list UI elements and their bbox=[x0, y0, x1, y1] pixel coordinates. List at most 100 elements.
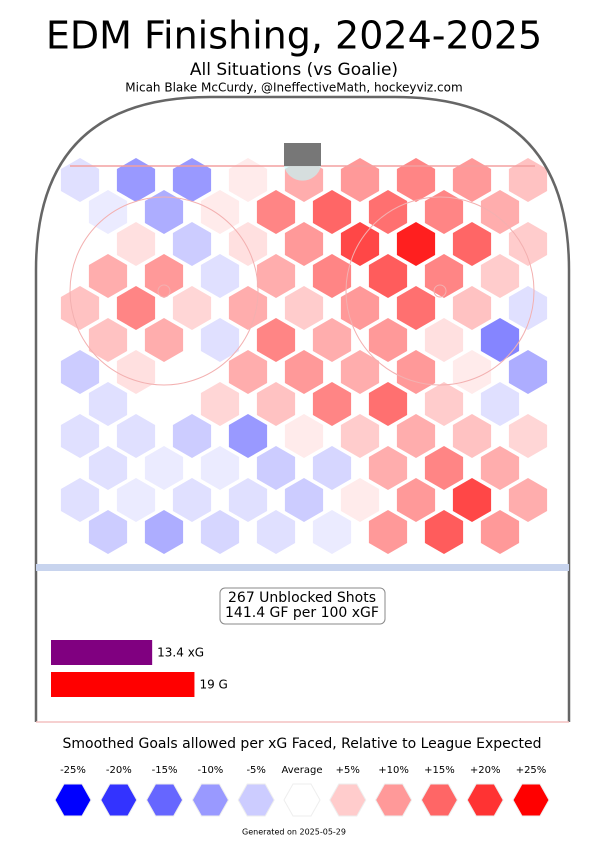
hex-cell bbox=[368, 254, 408, 298]
hex-cell bbox=[396, 414, 436, 458]
hex-cell bbox=[116, 478, 156, 522]
chart-subtitle: All Situations (vs Goalie) bbox=[190, 60, 398, 80]
legend-swatch bbox=[146, 783, 184, 817]
hex-cell bbox=[172, 158, 212, 202]
hex-cell bbox=[88, 446, 128, 490]
hex-cell bbox=[144, 382, 184, 426]
hex-cell bbox=[508, 350, 548, 394]
bar bbox=[51, 640, 153, 665]
hex-cell bbox=[396, 350, 436, 394]
hex-cell bbox=[284, 286, 324, 330]
chart-title: EDM Finishing, 2024-2025 bbox=[46, 14, 542, 58]
hex-cell bbox=[116, 158, 156, 202]
hex-cell bbox=[452, 414, 492, 458]
legend-swatch bbox=[237, 783, 275, 817]
legend-label: Average bbox=[281, 765, 322, 776]
hex-cell bbox=[60, 350, 100, 394]
hex-cell bbox=[508, 414, 548, 458]
hex-cell bbox=[452, 350, 492, 394]
legend-swatch bbox=[54, 783, 92, 817]
hex-cell bbox=[480, 446, 520, 490]
hex-cell bbox=[340, 478, 380, 522]
hex-cell bbox=[172, 350, 212, 394]
hex-cell bbox=[228, 350, 268, 394]
hex-cell bbox=[228, 414, 268, 458]
hex-cell bbox=[424, 254, 464, 298]
hex-cell bbox=[144, 446, 184, 490]
hex-cell bbox=[284, 350, 324, 394]
hex-cell bbox=[228, 286, 268, 330]
hex-cell bbox=[340, 222, 380, 266]
hex-cell bbox=[88, 318, 128, 362]
hex-cell bbox=[424, 318, 464, 362]
net bbox=[284, 143, 321, 166]
hex-cell bbox=[60, 286, 100, 330]
hex-cell bbox=[480, 510, 520, 554]
hex-cell bbox=[480, 382, 520, 426]
bar bbox=[51, 672, 195, 697]
legend-swatch bbox=[329, 783, 367, 817]
legend-label: +20% bbox=[470, 765, 501, 776]
hex-cell bbox=[116, 414, 156, 458]
credit: Micah Blake McCurdy, @IneffectiveMath, h… bbox=[125, 81, 462, 95]
hex-cell bbox=[284, 414, 324, 458]
hex-cell bbox=[340, 158, 380, 202]
legend-label: +5% bbox=[336, 765, 360, 776]
legend-label: -5% bbox=[246, 765, 265, 776]
shots-label: 267 Unblocked Shots bbox=[228, 590, 376, 606]
hex-cell bbox=[452, 286, 492, 330]
summary-box bbox=[219, 587, 386, 625]
hex-cell bbox=[144, 510, 184, 554]
hex-cell bbox=[116, 222, 156, 266]
hex-cell bbox=[340, 414, 380, 458]
hex-cell bbox=[88, 382, 128, 426]
hex-cell bbox=[424, 382, 464, 426]
legend-title: Smoothed Goals allowed per xG Faced, Rel… bbox=[63, 736, 542, 752]
hex-cell bbox=[312, 382, 352, 426]
hex-cell bbox=[60, 414, 100, 458]
hex-cell bbox=[256, 510, 296, 554]
hex-layer bbox=[60, 158, 548, 554]
legend-swatch bbox=[283, 783, 321, 817]
hex-cell bbox=[256, 318, 296, 362]
hex-cell bbox=[172, 286, 212, 330]
hex-cell bbox=[508, 158, 548, 202]
faceoff-dot bbox=[157, 284, 171, 298]
hex-cell bbox=[144, 190, 184, 234]
hex-cell bbox=[480, 318, 520, 362]
hex-cell bbox=[88, 510, 128, 554]
faceoff-circle bbox=[69, 196, 259, 386]
hex-cell bbox=[452, 222, 492, 266]
hex-cell bbox=[396, 286, 436, 330]
faceoff-dot bbox=[433, 284, 447, 298]
hex-cell bbox=[452, 158, 492, 202]
legend-swatch bbox=[375, 783, 413, 817]
hex-cell bbox=[396, 478, 436, 522]
rate-label: 141.4 GF per 100 xGF bbox=[225, 605, 379, 621]
legend-label: +10% bbox=[378, 765, 409, 776]
hex-cell bbox=[200, 382, 240, 426]
hex-cell bbox=[144, 318, 184, 362]
hex-cell bbox=[60, 158, 100, 202]
hex-cell bbox=[312, 510, 352, 554]
hex-cell bbox=[368, 318, 408, 362]
hex-cell bbox=[200, 446, 240, 490]
hex-cell bbox=[508, 286, 548, 330]
blue-line bbox=[36, 564, 569, 571]
hex-cell bbox=[116, 350, 156, 394]
hex-cell bbox=[256, 190, 296, 234]
hex-cell bbox=[88, 254, 128, 298]
hex-cell bbox=[284, 478, 324, 522]
hex-cell bbox=[60, 478, 100, 522]
hex-cell bbox=[200, 318, 240, 362]
legend-label: -25% bbox=[60, 765, 86, 776]
faceoff-circle bbox=[345, 196, 535, 386]
legend-swatch bbox=[466, 783, 504, 817]
hex-cell bbox=[508, 222, 548, 266]
crease bbox=[284, 166, 321, 181]
hex-cell bbox=[312, 318, 352, 362]
hex-cell bbox=[172, 222, 212, 266]
hex-cell bbox=[228, 478, 268, 522]
